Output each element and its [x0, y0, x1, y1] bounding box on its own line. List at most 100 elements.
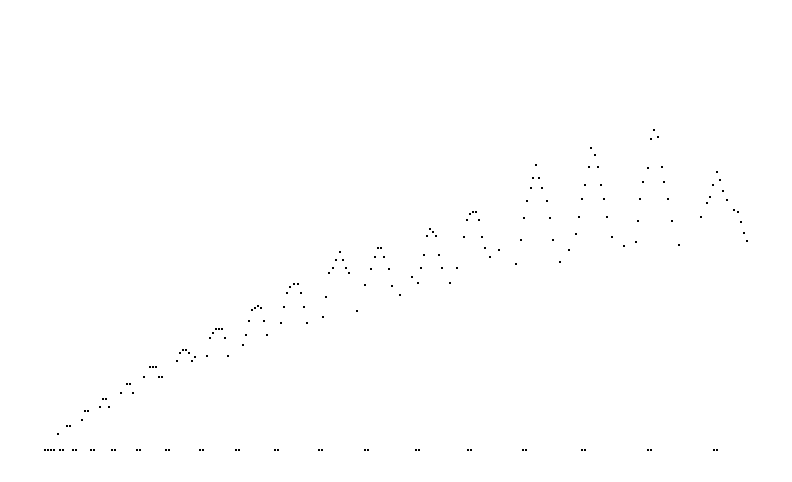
data-point	[322, 316, 324, 318]
data-point	[321, 449, 323, 451]
data-point	[215, 328, 217, 330]
data-point	[182, 349, 184, 351]
data-point	[653, 129, 655, 131]
data-point	[57, 433, 59, 435]
data-point	[206, 355, 208, 357]
data-point	[303, 306, 305, 308]
data-point	[81, 419, 83, 421]
data-point	[432, 231, 434, 233]
data-point	[59, 449, 61, 451]
data-point	[325, 296, 327, 298]
data-point	[650, 449, 652, 451]
data-point	[713, 449, 715, 451]
data-point	[647, 167, 649, 169]
data-point	[719, 179, 721, 181]
data-point	[367, 449, 369, 451]
data-point	[254, 307, 256, 309]
data-point	[737, 211, 739, 213]
data-point	[161, 376, 163, 378]
data-point	[420, 267, 422, 269]
data-point	[93, 449, 95, 451]
data-point	[212, 332, 214, 334]
data-point	[484, 247, 486, 249]
data-point	[470, 449, 472, 451]
data-point	[584, 184, 586, 186]
data-point	[75, 449, 77, 451]
data-point	[568, 249, 570, 251]
data-point	[168, 449, 170, 451]
data-point	[227, 355, 229, 357]
data-point	[578, 216, 580, 218]
data-point	[441, 267, 443, 269]
data-point	[391, 285, 393, 287]
data-point	[114, 449, 116, 451]
data-point	[328, 272, 330, 274]
data-point	[522, 449, 524, 451]
data-point	[526, 200, 528, 202]
data-point	[191, 360, 193, 362]
data-point	[647, 449, 649, 451]
data-point	[438, 254, 440, 256]
data-point	[530, 187, 532, 189]
data-point	[678, 244, 680, 246]
data-point	[706, 202, 708, 204]
data-point	[597, 166, 599, 168]
data-point	[411, 276, 413, 278]
data-point	[129, 383, 131, 385]
data-point	[44, 449, 46, 451]
data-point	[126, 383, 128, 385]
data-point	[600, 184, 602, 186]
data-point	[102, 398, 104, 400]
data-point	[635, 241, 637, 243]
data-point	[541, 187, 543, 189]
data-point	[523, 217, 525, 219]
data-point	[667, 198, 669, 200]
data-point	[467, 449, 469, 451]
data-point	[478, 219, 480, 221]
data-point	[300, 292, 302, 294]
data-point	[650, 138, 652, 140]
data-point	[581, 198, 583, 200]
data-point	[417, 282, 419, 284]
data-point	[335, 259, 337, 261]
data-point	[289, 286, 291, 288]
data-point	[155, 366, 157, 368]
data-point	[481, 236, 483, 238]
data-point	[221, 328, 223, 330]
data-point	[209, 337, 211, 339]
data-point	[188, 352, 190, 354]
data-point	[108, 406, 110, 408]
data-points-group	[44, 129, 748, 451]
data-point	[456, 267, 458, 269]
data-point	[637, 220, 639, 222]
data-point	[149, 366, 151, 368]
data-point	[722, 190, 724, 192]
data-point	[293, 283, 295, 285]
data-point	[700, 216, 702, 218]
data-point	[185, 349, 187, 351]
data-point	[139, 449, 141, 451]
data-point	[584, 449, 586, 451]
data-point	[489, 256, 491, 258]
data-point	[286, 292, 288, 294]
data-point	[251, 309, 253, 311]
data-point	[165, 449, 167, 451]
data-point	[549, 217, 551, 219]
data-point	[342, 259, 344, 261]
data-point	[575, 233, 577, 235]
data-point	[532, 177, 534, 179]
data-point	[611, 236, 613, 238]
data-point	[66, 425, 68, 427]
data-point	[224, 337, 226, 339]
data-point	[559, 261, 561, 263]
data-point	[546, 200, 548, 202]
data-point	[143, 376, 145, 378]
data-point	[277, 449, 279, 451]
data-point	[318, 449, 320, 451]
data-point	[364, 284, 366, 286]
data-point	[274, 449, 276, 451]
data-point	[525, 449, 527, 451]
data-point	[429, 228, 431, 230]
data-point	[415, 449, 417, 451]
data-point	[733, 209, 735, 211]
